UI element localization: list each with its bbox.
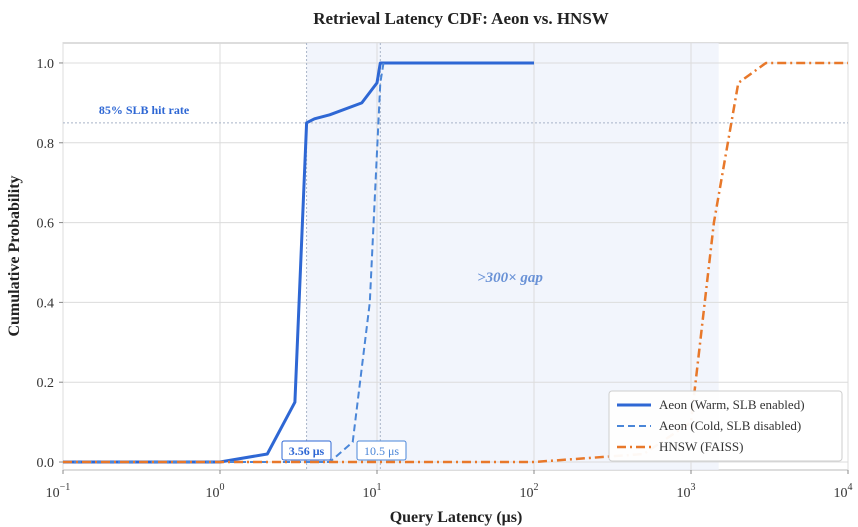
y-tick-label: 0.4 <box>37 296 55 311</box>
cold-latency-label: 10.5 μs <box>364 444 399 458</box>
x-tick-label: 103 <box>677 482 696 501</box>
cold-latency-badge: 10.5 μs <box>356 440 407 461</box>
x-tick-label: 102 <box>520 482 539 501</box>
x-tick-label: 100 <box>206 482 225 501</box>
y-axis-ticks: 0.0 0.2 0.4 0.6 0.8 1.0 <box>37 57 63 471</box>
aeon-warm-line <box>63 61 534 464</box>
x-tick-label: 101 <box>363 482 382 501</box>
x-tick-label: 10−1 <box>46 482 71 501</box>
y-tick-label: 1.0 <box>37 57 55 72</box>
reference-lines <box>63 43 848 470</box>
y-axis-label: Cumulative Probability <box>6 175 23 336</box>
legend-label-cold: Aeon (Cold, SLB disabled) <box>659 418 801 433</box>
slb-hit-annotation: 85% SLB hit rate <box>99 103 190 117</box>
gap-annotation: >300× gap <box>477 270 543 286</box>
chart-title: Retrieval Latency CDF: Aeon vs. HNSW <box>313 9 609 28</box>
y-tick-label: 0.2 <box>37 376 55 391</box>
x-axis-label: Query Latency (μs) <box>390 509 523 526</box>
legend: Aeon (Warm, SLB enabled) Aeon (Cold, SLB… <box>608 390 843 462</box>
x-axis-ticks: 10−1 100 101 102 103 104 <box>46 470 853 501</box>
series-lines <box>63 61 848 464</box>
legend-label-warm: Aeon (Warm, SLB enabled) <box>659 397 805 412</box>
hnsw-line <box>63 61 848 464</box>
y-tick-label: 0.8 <box>37 137 55 152</box>
warm-latency-badge: 3.56 μs <box>281 440 332 461</box>
x-tick-label: 104 <box>834 482 853 501</box>
warm-latency-label: 3.56 μs <box>289 444 325 458</box>
y-tick-label: 0.0 <box>37 456 55 471</box>
legend-label-hnsw: HNSW (FAISS) <box>659 439 743 454</box>
y-tick-label: 0.6 <box>37 217 55 232</box>
